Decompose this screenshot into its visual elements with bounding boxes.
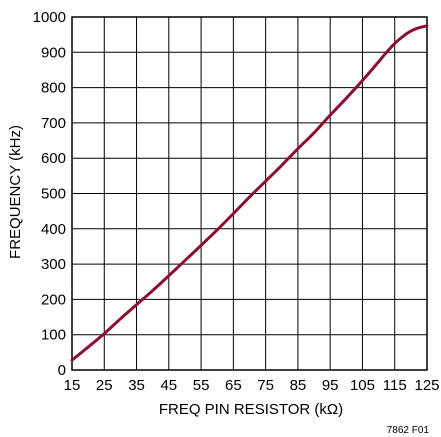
- x-tick-label: 65: [225, 377, 242, 394]
- x-tick-label: 15: [64, 377, 81, 394]
- x-tick-label: 105: [350, 377, 375, 394]
- x-tick-label: 95: [322, 377, 339, 394]
- y-tick-label: 200: [41, 291, 66, 308]
- x-tick-label: 55: [193, 377, 210, 394]
- y-tick-label: 600: [41, 150, 66, 167]
- y-tick-label: 100: [41, 327, 66, 344]
- x-tick-label: 25: [96, 377, 113, 394]
- y-tick-label: 900: [41, 44, 66, 61]
- x-tick-label: 45: [160, 377, 177, 394]
- y-tick-labels: 0 100 200 300 400 500 600 700 800 900 1000: [33, 9, 66, 379]
- x-tick-label: 85: [290, 377, 307, 394]
- y-tick-label: 300: [41, 256, 66, 273]
- x-tick-label: 75: [257, 377, 274, 394]
- y-tick-label: 400: [41, 221, 66, 238]
- plot-frame: [71, 16, 428, 371]
- x-tick-labels: 15 25 35 45 55 65 75 85 95 105 115 125: [64, 377, 440, 394]
- x-tick-label: 35: [128, 377, 145, 394]
- y-tick-label: 500: [41, 186, 66, 203]
- y-tick-label: 800: [41, 80, 66, 97]
- x-tick-label: 125: [414, 377, 439, 394]
- y-axis-label: FREQUENCY (kHz): [7, 125, 24, 259]
- x-axis-label: FREQ PIN RESISTOR (kΩ): [159, 401, 343, 418]
- x-tick-label: 115: [383, 377, 407, 394]
- y-tick-label: 1000: [33, 9, 66, 26]
- y-tick-label: 700: [41, 115, 66, 132]
- y-tick-label: 0: [58, 362, 66, 379]
- data-line: [70, 24, 429, 362]
- figure-id: 7862 F01: [387, 425, 430, 436]
- grid: [72, 17, 427, 370]
